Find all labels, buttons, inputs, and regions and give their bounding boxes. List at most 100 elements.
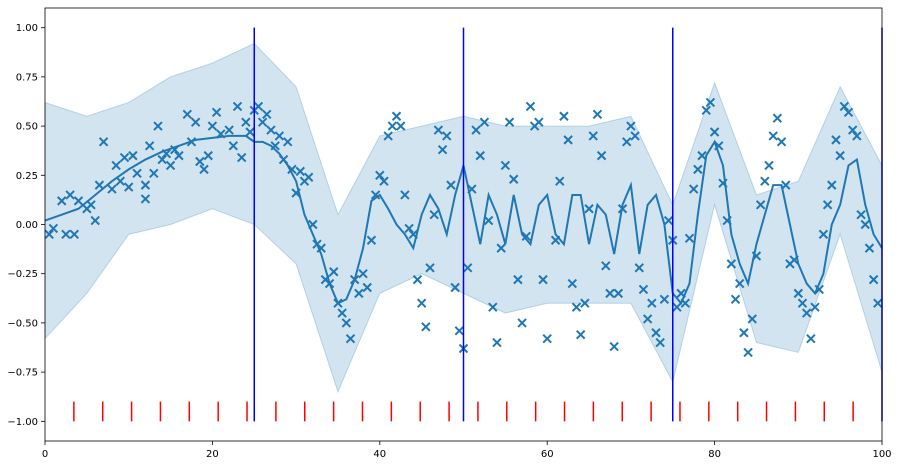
data-point <box>672 302 682 312</box>
data-point <box>584 204 594 214</box>
data-point <box>764 160 774 171</box>
data-point <box>730 294 741 304</box>
data-point <box>375 170 385 181</box>
data-point <box>743 347 753 358</box>
data-point <box>772 113 783 123</box>
data-point <box>216 129 226 139</box>
data-point <box>190 117 201 127</box>
data-point <box>379 176 389 186</box>
x-tick-label: 60 <box>541 449 554 460</box>
data-point <box>630 131 640 141</box>
y-tick-label: −0.25 <box>7 269 38 280</box>
data-point <box>283 137 293 147</box>
data-point <box>651 328 661 338</box>
data-point <box>760 176 770 186</box>
data-point <box>270 141 280 151</box>
data-point <box>115 176 126 186</box>
data-point <box>433 125 444 135</box>
data-point <box>232 101 243 112</box>
data-point <box>818 229 829 240</box>
data-point <box>123 182 134 192</box>
data-point <box>207 121 218 131</box>
mean-line <box>44 134 883 306</box>
data-point <box>776 137 787 147</box>
data-point <box>329 267 339 277</box>
data-point <box>509 174 519 184</box>
data-point <box>224 125 234 135</box>
data-point <box>492 337 502 348</box>
data-point <box>847 125 858 135</box>
data-point <box>835 150 845 161</box>
data-point <box>488 302 498 312</box>
y-tick-label: 0.75 <box>16 72 38 83</box>
data-point <box>186 137 197 147</box>
data-point <box>165 160 176 171</box>
data-point <box>697 150 707 161</box>
data-point <box>634 263 644 273</box>
data-point <box>454 326 465 336</box>
data-point <box>400 190 410 200</box>
data-point <box>170 145 180 155</box>
data-point <box>404 223 414 234</box>
data-point <box>86 200 96 210</box>
y-tick-label: 0.00 <box>16 220 38 231</box>
data-point <box>680 298 691 308</box>
data-point <box>806 333 816 344</box>
data-point <box>421 322 431 332</box>
data-point <box>437 145 448 155</box>
data-point <box>345 333 356 344</box>
data-point <box>203 150 213 161</box>
data-point <box>575 330 586 340</box>
y-tick-label: 0.50 <box>16 122 38 133</box>
data-point <box>827 180 837 190</box>
data-point <box>266 125 276 135</box>
data-point <box>274 131 285 141</box>
data-point <box>236 152 247 163</box>
data-point <box>797 298 808 308</box>
data-point <box>500 160 511 171</box>
data-point <box>291 188 301 198</box>
data-point <box>111 160 121 171</box>
data-point <box>358 268 368 279</box>
data-point <box>140 180 151 190</box>
data-point <box>534 117 544 127</box>
data-point <box>709 127 720 137</box>
data-point <box>308 219 318 230</box>
data-point <box>622 137 632 147</box>
data-point <box>793 288 804 299</box>
data-point <box>864 243 875 253</box>
data-point <box>513 274 523 285</box>
data-point <box>801 308 812 318</box>
data-point <box>504 117 515 127</box>
data-point <box>94 180 105 190</box>
data-point <box>341 318 352 328</box>
data-point <box>856 209 866 220</box>
data-point <box>781 180 791 190</box>
data-point <box>69 229 80 240</box>
data-point <box>73 196 84 206</box>
data-point <box>262 109 272 119</box>
data-point <box>287 164 297 175</box>
x-tick-label: 80 <box>708 449 721 460</box>
data-point <box>659 294 670 304</box>
data-point <box>174 150 184 161</box>
data-point <box>739 328 749 338</box>
data-point <box>149 168 159 179</box>
data-point <box>211 107 222 118</box>
data-point <box>132 168 142 179</box>
data-point <box>140 194 151 204</box>
data-point <box>868 274 879 285</box>
data-point <box>228 141 239 151</box>
data-point <box>496 243 506 253</box>
data-point <box>98 137 109 147</box>
data-point <box>843 107 854 118</box>
data-point <box>517 318 527 328</box>
data-point <box>751 251 762 261</box>
data-point <box>450 282 460 293</box>
data-point <box>735 278 745 289</box>
data-point <box>822 200 833 210</box>
data-point <box>768 131 778 141</box>
data-point <box>613 288 624 299</box>
